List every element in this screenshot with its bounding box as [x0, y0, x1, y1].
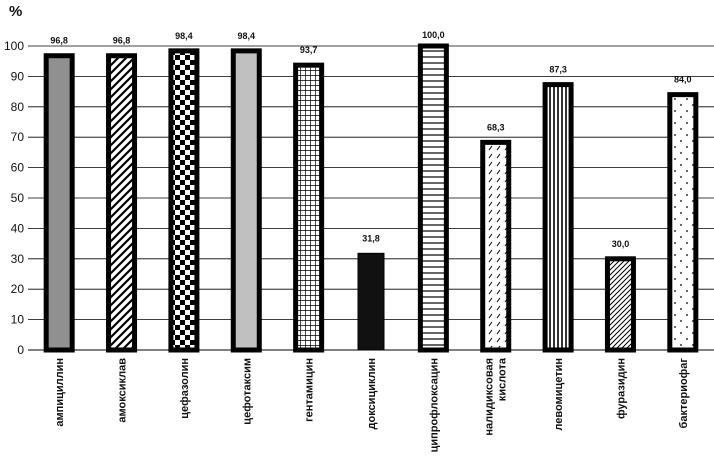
data-label: 98,4 — [238, 31, 256, 41]
category-label: цефазолин — [179, 358, 191, 419]
category-label: доксициклин — [366, 358, 378, 430]
bar — [667, 92, 699, 353]
category-label-text: цефотаксим — [241, 358, 253, 425]
data-labels: 96,8 96,8 98,4 98,4 93,7 31,8 100,0 68,3 87,3 30,… — [50, 30, 691, 249]
bar — [106, 53, 138, 353]
category-label-line: кислота — [497, 357, 509, 401]
bar — [43, 53, 75, 353]
category-label-text: ципрофлоксацин — [428, 358, 440, 452]
category-labels: ампициллин амоксиклав цефазолин цефотаксим г… — [54, 357, 690, 452]
category-label-text: амоксиклав — [117, 358, 129, 423]
category-label-text: ампициллин — [54, 358, 66, 427]
y-tick-label: 50 — [11, 191, 25, 205]
category-label-text: гентамицин — [304, 358, 316, 422]
category-label-text: цефазолин — [179, 358, 191, 419]
bar — [604, 256, 636, 353]
bar — [293, 62, 325, 353]
category-label: бактериофаг — [678, 358, 690, 429]
bar — [168, 48, 200, 353]
category-label-text: фуразидин — [615, 358, 627, 419]
data-label: 30,0 — [612, 239, 630, 249]
category-label: налидиксоваякислота — [484, 357, 509, 435]
data-label: 96,8 — [113, 36, 131, 46]
data-label: 100,0 — [422, 30, 445, 40]
category-label: ципрофлоксацин — [428, 358, 440, 452]
data-label: 31,8 — [362, 233, 380, 243]
y-tick-label: 70 — [11, 130, 25, 144]
category-label-text: доксициклин — [366, 358, 378, 430]
y-axis-ticks: 0 10 20 30 40 50 60 70 80 90 100 — [4, 39, 24, 357]
data-label: 98,4 — [175, 31, 193, 41]
y-tick-label: 60 — [11, 161, 25, 175]
y-tick-label: 80 — [11, 100, 25, 114]
category-label: левомицетин — [553, 358, 565, 431]
category-label: фуразидин — [615, 358, 627, 419]
category-label: цефотаксим — [241, 358, 253, 425]
bar — [357, 252, 385, 351]
category-label-text: левомицетин — [553, 358, 565, 431]
bar — [542, 82, 574, 353]
y-tick-label: 10 — [11, 313, 25, 327]
y-tick-label: 100 — [4, 39, 24, 53]
bar — [417, 43, 449, 353]
bars — [43, 43, 699, 353]
y-tick-label: 0 — [17, 343, 24, 357]
category-label-line: налидиксовая — [484, 358, 496, 436]
y-tick-label: 40 — [11, 221, 25, 235]
y-tick-label: 30 — [11, 252, 25, 266]
data-label: 84,0 — [674, 75, 692, 85]
category-label: амоксиклав — [117, 358, 129, 423]
data-label: 96,8 — [50, 36, 68, 46]
data-label: 68,3 — [487, 122, 505, 132]
category-label-text: бактериофаг — [678, 358, 690, 429]
gridlines — [28, 45, 714, 321]
category-label: гентамицин — [304, 358, 316, 422]
bar — [230, 48, 262, 353]
y-tick-label: 20 — [11, 282, 25, 296]
y-tick-label: 90 — [11, 69, 25, 83]
category-label: ампициллин — [54, 358, 66, 427]
category-label-text: налидиксоваякислота — [484, 357, 509, 435]
bar — [480, 139, 512, 353]
data-label: 87,3 — [549, 65, 567, 75]
data-label: 93,7 — [300, 45, 318, 55]
y-unit-label: % — [9, 3, 22, 20]
